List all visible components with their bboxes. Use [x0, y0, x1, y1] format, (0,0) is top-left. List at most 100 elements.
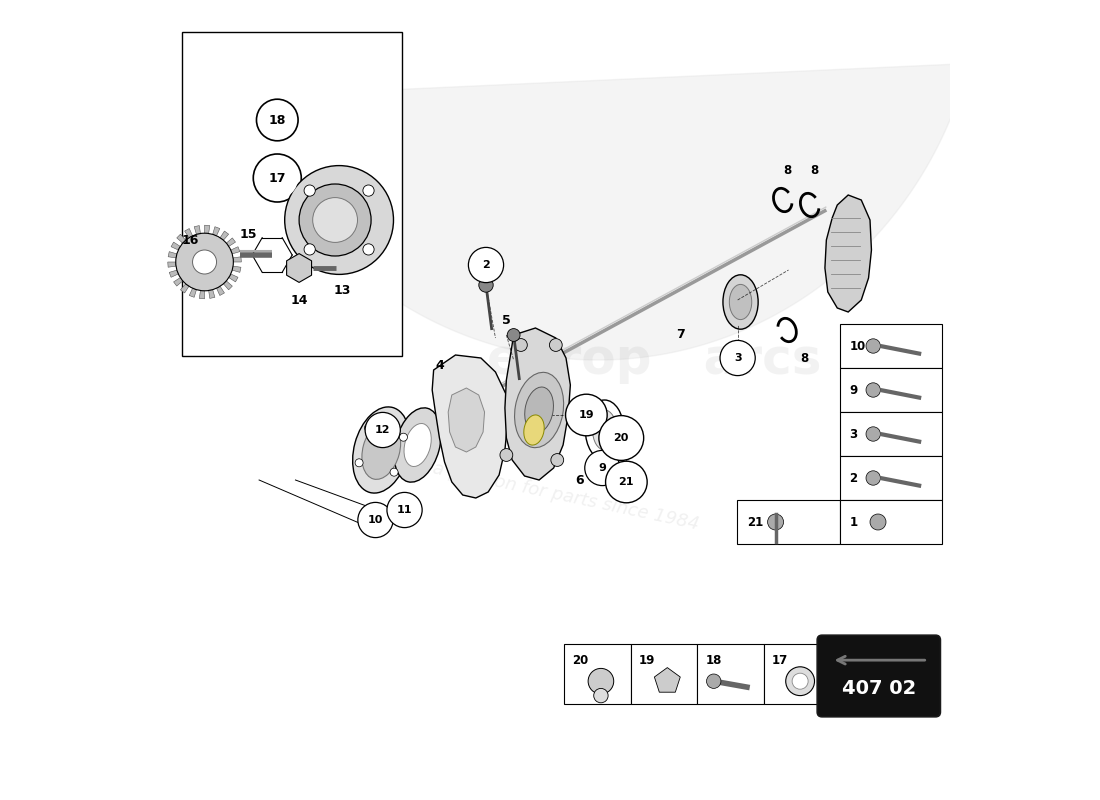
Bar [182, 32, 402, 356]
Circle shape [866, 338, 880, 354]
Bar [737, 500, 839, 544]
Polygon shape [232, 266, 241, 272]
Polygon shape [231, 246, 240, 254]
Text: 2: 2 [482, 260, 490, 270]
Text: 9: 9 [849, 383, 858, 397]
Circle shape [792, 673, 808, 689]
Text: a passion for parts since 1984: a passion for parts since 1984 [431, 459, 701, 533]
Circle shape [768, 514, 783, 530]
Bar [839, 324, 942, 368]
Circle shape [551, 454, 563, 466]
Circle shape [598, 416, 644, 460]
Circle shape [390, 468, 398, 476]
Circle shape [870, 514, 886, 530]
Text: 16: 16 [182, 234, 199, 246]
Circle shape [785, 666, 814, 695]
Text: 7: 7 [676, 329, 685, 342]
Polygon shape [168, 252, 177, 258]
Text: 6: 6 [575, 474, 583, 486]
Text: 15: 15 [240, 229, 257, 242]
Text: 9: 9 [598, 463, 606, 473]
Circle shape [606, 461, 647, 503]
Polygon shape [223, 281, 232, 290]
Ellipse shape [585, 400, 624, 460]
Circle shape [387, 492, 422, 528]
Polygon shape [177, 234, 186, 243]
Text: 10: 10 [367, 515, 383, 525]
Text: 20: 20 [572, 654, 588, 666]
Text: 1: 1 [849, 515, 857, 529]
Circle shape [507, 329, 520, 342]
Polygon shape [180, 284, 189, 293]
Circle shape [299, 184, 371, 256]
Text: 5: 5 [502, 314, 510, 326]
Circle shape [866, 427, 880, 442]
FancyBboxPatch shape [817, 635, 940, 717]
Text: 19: 19 [579, 410, 594, 420]
Circle shape [588, 668, 614, 694]
Circle shape [304, 185, 316, 196]
Polygon shape [825, 195, 871, 312]
Ellipse shape [593, 410, 616, 450]
Polygon shape [205, 225, 210, 234]
Text: 11: 11 [397, 505, 412, 515]
Text: 14: 14 [290, 294, 308, 306]
Circle shape [304, 244, 316, 255]
Text: 3: 3 [734, 353, 741, 363]
Polygon shape [505, 328, 571, 480]
Ellipse shape [394, 408, 441, 482]
Circle shape [355, 458, 363, 467]
Polygon shape [189, 288, 197, 298]
Polygon shape [233, 257, 241, 262]
Polygon shape [448, 388, 484, 452]
Polygon shape [209, 290, 214, 298]
Circle shape [706, 674, 721, 688]
Circle shape [866, 470, 880, 485]
Ellipse shape [362, 421, 400, 479]
Text: 4: 4 [436, 358, 443, 371]
Polygon shape [172, 242, 180, 250]
Polygon shape [238, 63, 969, 360]
Circle shape [285, 166, 394, 274]
Text: 8: 8 [801, 351, 808, 365]
Text: 21: 21 [747, 515, 763, 529]
Polygon shape [220, 231, 229, 240]
Circle shape [176, 234, 233, 291]
Polygon shape [432, 355, 508, 498]
Ellipse shape [524, 415, 544, 445]
Ellipse shape [404, 423, 431, 466]
Text: 8: 8 [783, 163, 792, 177]
Text: 407 02: 407 02 [842, 679, 916, 698]
Polygon shape [199, 290, 205, 299]
Text: 18: 18 [268, 114, 286, 126]
Text: 20: 20 [614, 433, 629, 443]
Polygon shape [212, 226, 220, 236]
Ellipse shape [353, 407, 410, 493]
Polygon shape [229, 274, 238, 282]
Text: 3: 3 [849, 427, 857, 441]
Circle shape [253, 154, 301, 202]
Polygon shape [169, 270, 178, 278]
Polygon shape [174, 278, 183, 286]
Bar [630, 644, 697, 704]
Text: 2: 2 [849, 471, 857, 485]
Text: 12: 12 [375, 425, 390, 435]
Text: 10: 10 [849, 339, 866, 353]
Circle shape [358, 502, 393, 538]
Circle shape [478, 278, 493, 292]
Circle shape [399, 434, 407, 442]
Circle shape [720, 341, 756, 376]
Circle shape [515, 338, 527, 351]
Ellipse shape [525, 387, 553, 433]
Bar [839, 368, 942, 412]
Bar [697, 644, 763, 704]
Circle shape [364, 424, 373, 432]
Text: 19: 19 [639, 654, 656, 666]
Circle shape [469, 247, 504, 282]
Bar [839, 456, 942, 500]
Bar [763, 644, 830, 704]
Text: europ   arcs: europ arcs [486, 336, 822, 384]
Polygon shape [227, 238, 235, 246]
Bar [839, 412, 942, 456]
Polygon shape [195, 226, 200, 234]
